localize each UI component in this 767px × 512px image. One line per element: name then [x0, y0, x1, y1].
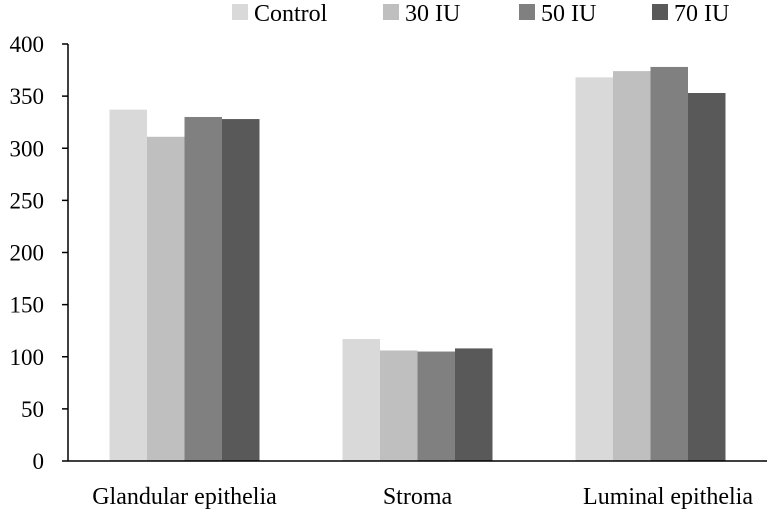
y-tick-label: 200 [10, 241, 45, 266]
y-axis: 0 50 100 150 200 250 300 350 400 [10, 32, 69, 474]
legend-label: 30 IU [405, 1, 460, 27]
x-category-label: Glandular epithelia [92, 484, 277, 510]
legend-swatch [519, 4, 535, 20]
y-tick-label: 100 [10, 345, 45, 370]
y-tick-label: 0 [33, 449, 45, 474]
bar-3-1 [575, 77, 613, 462]
bar-1-2 [147, 136, 185, 461]
legend-swatch [652, 4, 668, 20]
legend-label: Control [254, 1, 328, 27]
bar-2-2 [380, 350, 418, 461]
y-tick-label: 300 [10, 136, 45, 161]
bar-2-4 [455, 348, 493, 461]
legend-label: 50 IU [541, 1, 596, 27]
bar-2-1 [342, 339, 380, 461]
y-tick-label: 400 [10, 32, 45, 57]
bar-1-4 [222, 119, 260, 461]
x-category-label: Luminal epithelia [583, 484, 753, 510]
bars [109, 66, 726, 462]
y-tick-label: 250 [10, 188, 45, 213]
bar-3-3 [650, 66, 688, 461]
legend-swatch [232, 4, 248, 20]
legend: Control 30 IU 50 IU 70 IU [232, 1, 729, 27]
y-tick-label: 150 [10, 293, 45, 318]
x-axis: Glandular epithelia Stroma Luminal epithel… [68, 460, 767, 510]
bar-1-3 [184, 116, 222, 461]
y-tick-label: 50 [21, 397, 44, 422]
y-tick-label: 350 [10, 84, 45, 109]
legend-label: 70 IU [674, 1, 729, 27]
x-category-label: Stroma [383, 484, 453, 510]
bar-1-1 [109, 109, 147, 462]
legend-swatch [383, 4, 399, 20]
bar-3-2 [613, 71, 651, 461]
bar-3-4 [688, 92, 726, 461]
bar-2-3 [417, 351, 455, 461]
